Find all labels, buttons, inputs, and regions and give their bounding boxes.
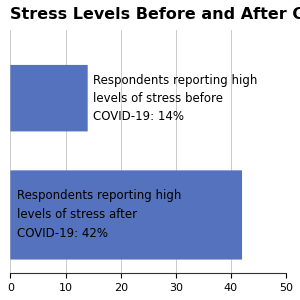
FancyBboxPatch shape [11,170,242,260]
Text: Respondents reporting high
levels of stress before
COVID-19: 14%: Respondents reporting high levels of str… [93,74,257,123]
FancyBboxPatch shape [11,65,88,131]
Text: Stress Levels Before and After COVID-19: Stress Levels Before and After COVID-19 [11,7,300,22]
Text: Respondents reporting high
levels of stress after
COVID-19: 42%: Respondents reporting high levels of str… [17,189,181,240]
